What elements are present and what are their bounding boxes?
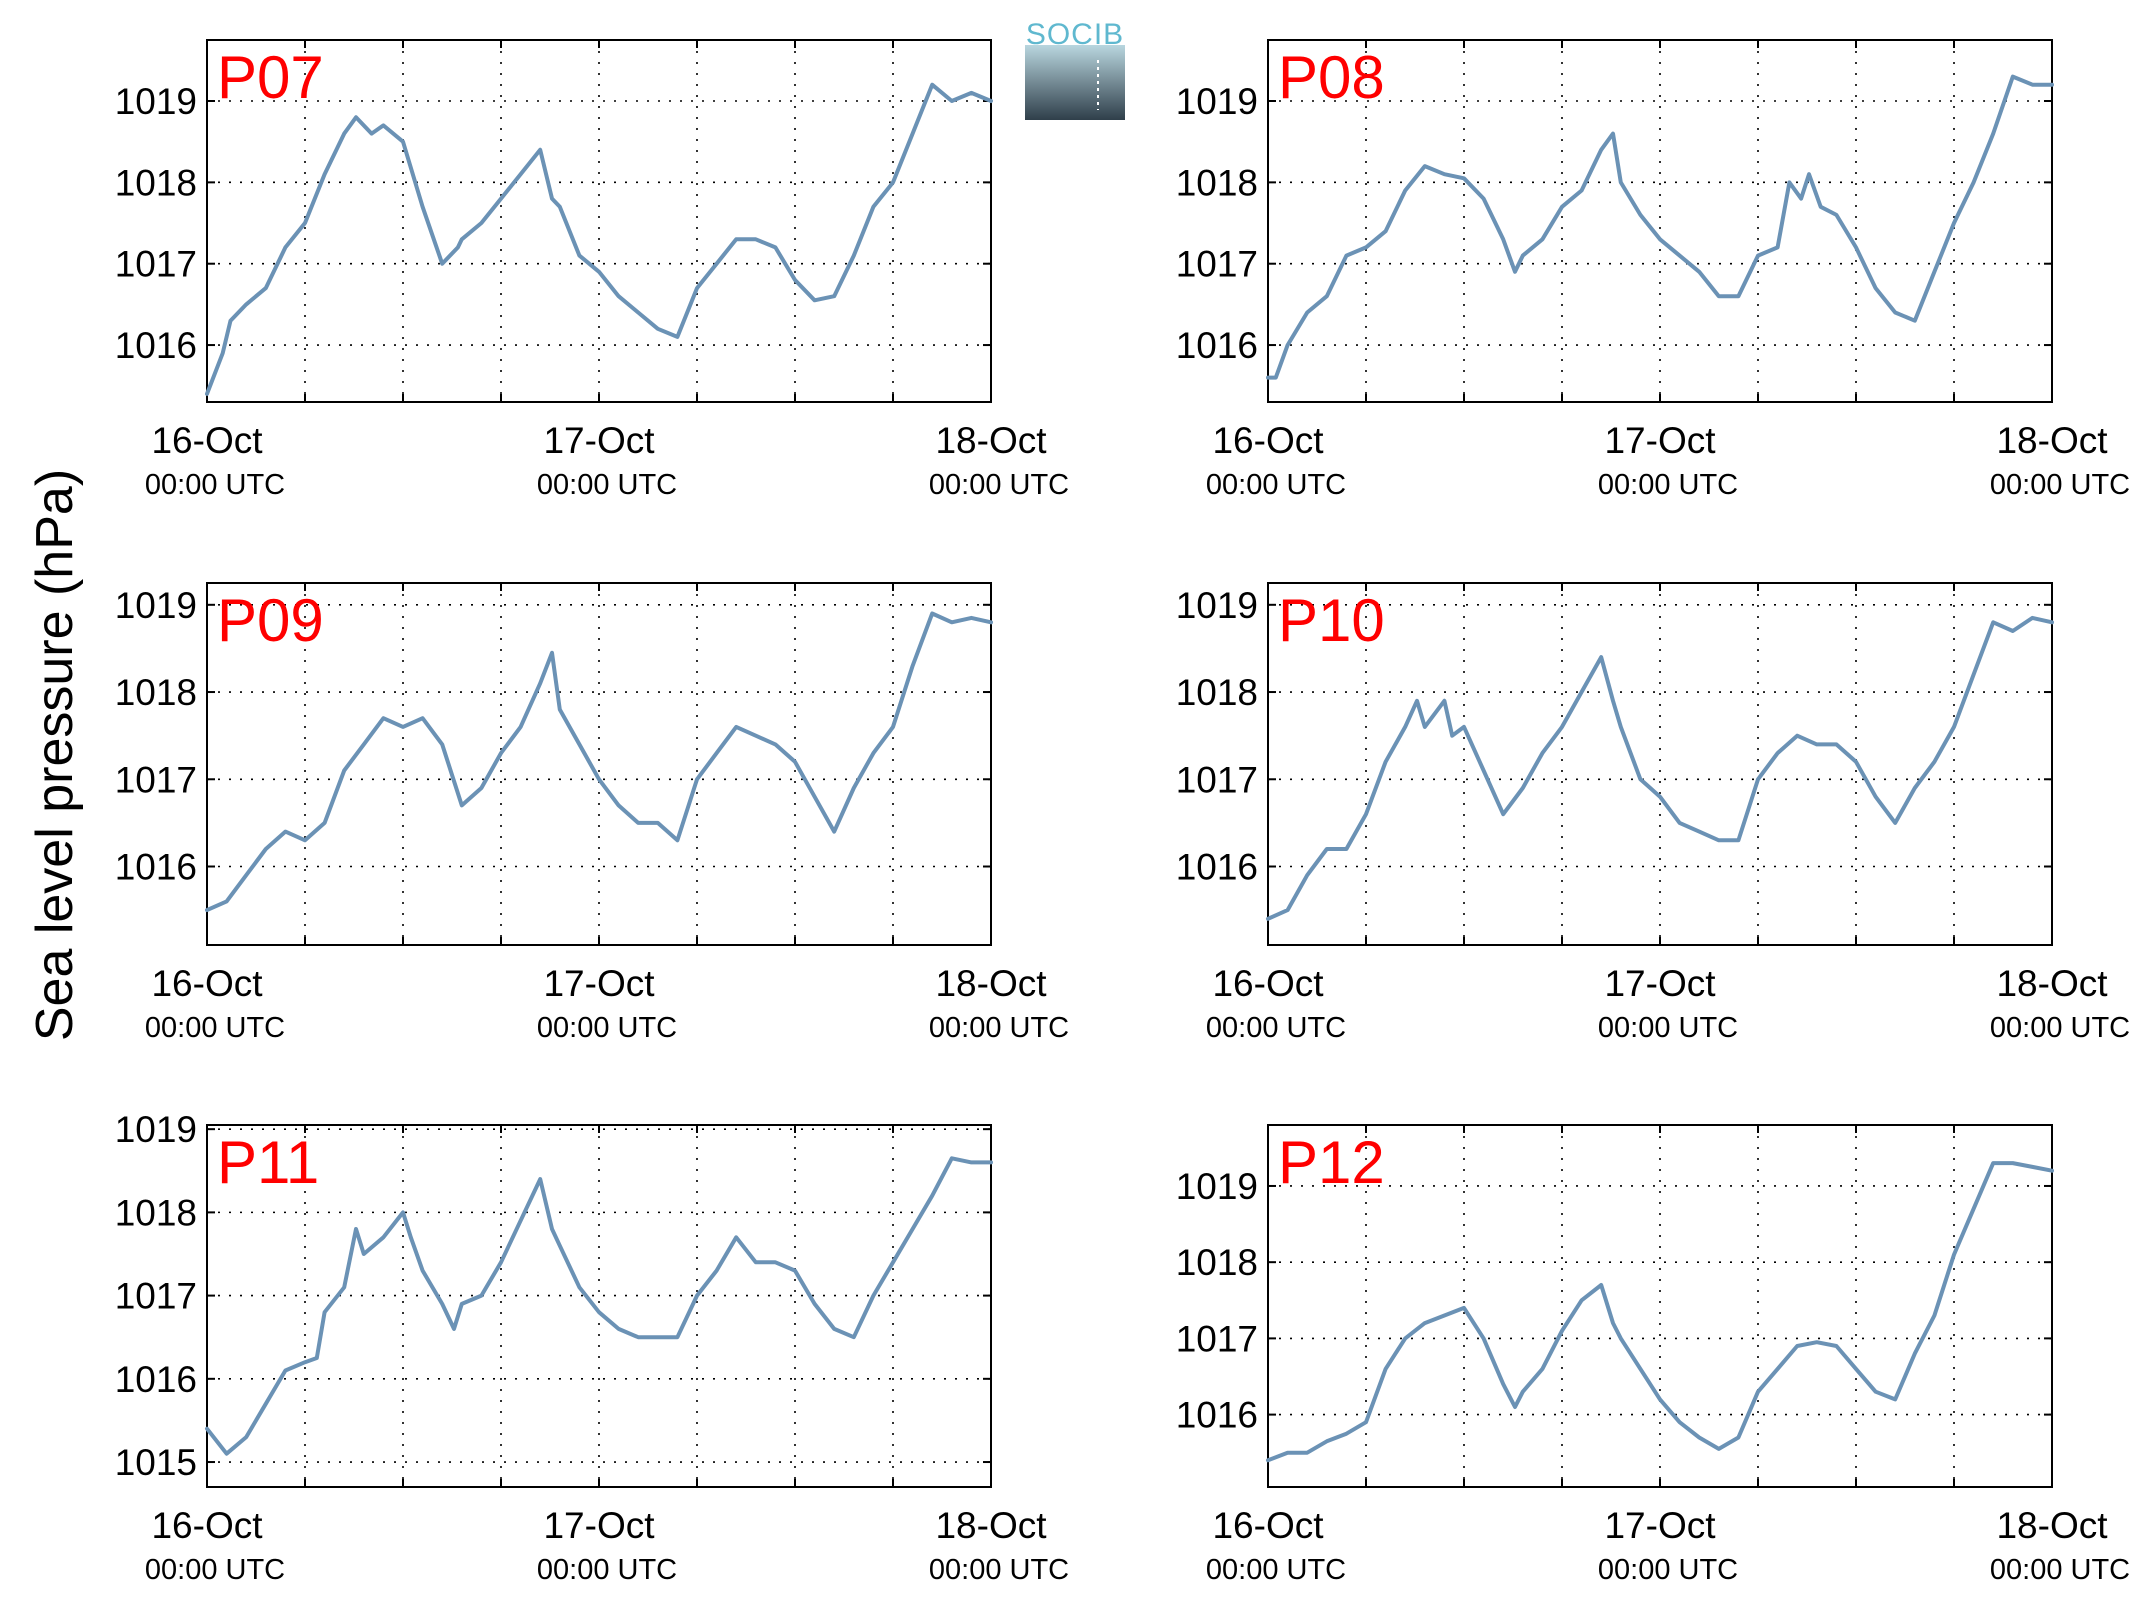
plot-frame	[206, 1124, 992, 1488]
x-tick-label: 18-Oct	[1996, 963, 2108, 1004]
y-axis-label: Sea level pressure (hPa)	[26, 469, 84, 1041]
panel-p08: 1016 1017 1018 1019 16-Oct 00:00 UTC 17-Oct 00:…	[1176, 39, 2130, 501]
x-tick-sublabel: 00:00 UTC	[537, 1012, 677, 1044]
panel-label: P11	[217, 1129, 319, 1196]
panel-label: P07	[217, 44, 324, 111]
x-tick-sublabel: 00:00 UTC	[1206, 1012, 1346, 1044]
x-tick-label: 17-Oct	[543, 963, 655, 1004]
y-tick-label: 1018	[115, 162, 197, 203]
y-tick-label: 1019	[115, 81, 197, 122]
x-tick-label: 18-Oct	[935, 1505, 1047, 1546]
panel-label: P10	[1278, 587, 1385, 654]
x-tick-sublabel: 00:00 UTC	[929, 1554, 1069, 1586]
y-tick-label: 1018	[1176, 672, 1258, 713]
plot-frame	[1267, 582, 2053, 946]
x-tick-sublabel: 00:00 UTC	[537, 469, 677, 501]
y-tick-label: 1016	[1176, 1395, 1258, 1436]
x-tick-sublabel: 00:00 UTC	[1990, 469, 2130, 501]
series-line-p10	[1266, 615, 2054, 921]
y-tick-label: 1019	[1176, 585, 1258, 626]
y-tick-label: 1017	[115, 244, 197, 285]
series-line-p08	[1266, 74, 2054, 380]
panel-label: P12	[1278, 1129, 1385, 1196]
logo-mark	[1025, 45, 1125, 120]
series-line-p11	[205, 1156, 993, 1456]
y-tick-label: 1018	[115, 1192, 197, 1233]
x-tick-sublabel: 00:00 UTC	[1598, 1554, 1738, 1586]
x-tick-label: 17-Oct	[1604, 963, 1716, 1004]
panel-p07: 1016 1017 1018 1019 16-Oct 00:00 UTC 17-Oct 00:…	[115, 39, 1069, 501]
x-tick-sublabel: 00:00 UTC	[145, 1012, 285, 1044]
x-tick-label: 18-Oct	[1996, 1505, 2108, 1546]
x-tick-sublabel: 00:00 UTC	[537, 1554, 677, 1586]
plot-frame	[206, 39, 992, 403]
x-tick-sublabel: 00:00 UTC	[145, 469, 285, 501]
plot-frame	[206, 582, 992, 946]
y-tick-label: 1018	[1176, 1242, 1258, 1283]
x-tick-label: 16-Oct	[151, 1505, 263, 1546]
y-tick-label: 1019	[115, 1109, 197, 1150]
panel-p09: 1016 1017 1018 1019 16-Oct 00:00 UTC 17-Oct 00:…	[115, 582, 1069, 1044]
y-tick-label: 1016	[1176, 846, 1258, 887]
x-tick-label: 17-Oct	[1604, 1505, 1716, 1546]
x-tick-sublabel: 00:00 UTC	[929, 469, 1069, 501]
x-tick-label: 17-Oct	[543, 1505, 655, 1546]
logo-text: SOCIB	[1026, 18, 1124, 51]
panel-p10: 1016 1017 1018 1019 16-Oct 00:00 UTC 17-Oct 00:…	[1176, 582, 2130, 1044]
plot-frame	[1267, 39, 2053, 403]
y-tick-label: 1018	[115, 672, 197, 713]
x-tick-sublabel: 00:00 UTC	[1598, 469, 1738, 501]
y-tick-label: 1018	[1176, 162, 1258, 203]
series-line-p12	[1266, 1161, 2054, 1463]
x-tick-sublabel: 00:00 UTC	[145, 1554, 285, 1586]
y-tick-label: 1019	[1176, 81, 1258, 122]
x-tick-label: 17-Oct	[543, 420, 655, 461]
x-tick-label: 16-Oct	[1212, 420, 1324, 461]
panel-p11: 1015 1016 1017 1018 1019 16-Oct 00:00 UTC 17-Oc…	[115, 1109, 1069, 1586]
plot-frame	[1267, 1124, 2053, 1488]
socib-logo: SOCIB	[1025, 18, 1125, 120]
x-tick-label: 16-Oct	[1212, 963, 1324, 1004]
y-tick-label: 1019	[1176, 1166, 1258, 1207]
x-tick-label: 17-Oct	[1604, 420, 1716, 461]
x-tick-label: 16-Oct	[1212, 1505, 1324, 1546]
x-tick-label: 18-Oct	[935, 963, 1047, 1004]
y-tick-label: 1017	[1176, 244, 1258, 285]
x-tick-sublabel: 00:00 UTC	[1206, 1554, 1346, 1586]
y-tick-label: 1019	[115, 585, 197, 626]
x-tick-sublabel: 00:00 UTC	[1598, 1012, 1738, 1044]
panel-label: P08	[1278, 44, 1385, 111]
x-tick-sublabel: 00:00 UTC	[1990, 1554, 2130, 1586]
x-tick-sublabel: 00:00 UTC	[1990, 1012, 2130, 1044]
y-tick-label: 1017	[115, 1276, 197, 1317]
x-tick-label: 18-Oct	[935, 420, 1047, 461]
panel-p12: 1016 1017 1018 1019 16-Oct 00:00 UTC 17-Oct 00:…	[1176, 1124, 2130, 1586]
series-line-p09	[205, 611, 993, 913]
series-line-p07	[205, 82, 993, 396]
y-tick-label: 1017	[1176, 759, 1258, 800]
x-tick-label: 16-Oct	[151, 420, 263, 461]
x-tick-label: 18-Oct	[1996, 420, 2108, 461]
y-tick-label: 1016	[115, 846, 197, 887]
y-tick-label: 1016	[115, 325, 197, 366]
y-tick-label: 1017	[1176, 1318, 1258, 1359]
panel-label: P09	[217, 587, 324, 654]
y-tick-label: 1015	[115, 1442, 197, 1483]
x-tick-sublabel: 00:00 UTC	[929, 1012, 1069, 1044]
x-tick-label: 16-Oct	[151, 963, 263, 1004]
y-tick-label: 1016	[1176, 325, 1258, 366]
y-tick-label: 1016	[115, 1359, 197, 1400]
y-tick-label: 1017	[115, 759, 197, 800]
x-tick-sublabel: 00:00 UTC	[1206, 469, 1346, 501]
